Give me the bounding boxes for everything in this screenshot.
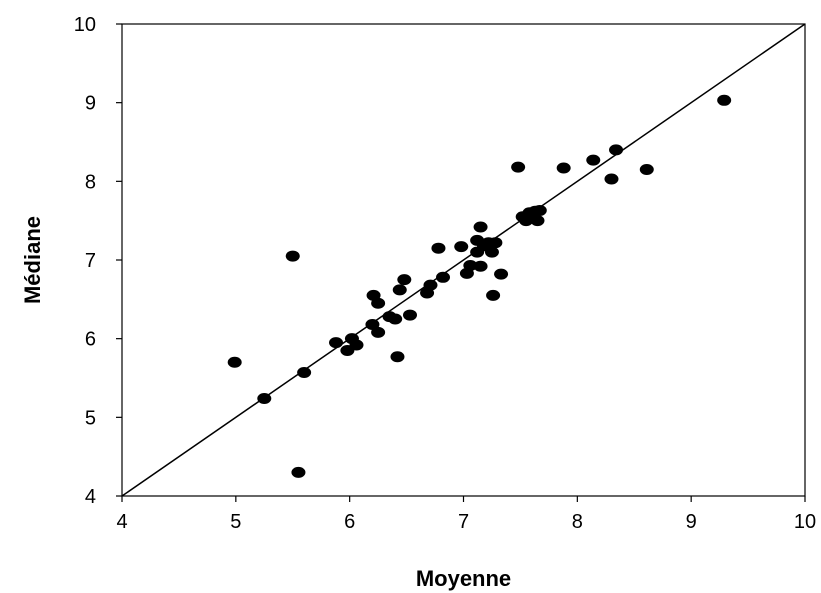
data-point xyxy=(291,466,306,478)
x-tick-label: 6 xyxy=(344,511,355,533)
data-points xyxy=(227,94,732,478)
y-tick-label: 9 xyxy=(85,93,96,115)
y-axis: 4 5 6 7 8 9 10 xyxy=(74,14,122,508)
x-tick-label: 4 xyxy=(116,511,127,533)
y-tick-label: 5 xyxy=(85,407,96,429)
data-point xyxy=(532,204,547,216)
data-point xyxy=(604,173,619,185)
data-point xyxy=(257,392,272,404)
y-tick-label: 8 xyxy=(85,171,96,193)
data-point xyxy=(494,268,509,280)
data-point xyxy=(285,250,300,262)
data-point xyxy=(511,161,526,173)
x-tick-label: 9 xyxy=(686,511,697,533)
data-point xyxy=(371,326,386,338)
data-point xyxy=(431,242,446,254)
data-point xyxy=(586,154,601,166)
data-point xyxy=(639,164,654,176)
x-axis-title: Moyenne xyxy=(416,566,511,591)
data-point xyxy=(388,313,403,325)
data-point xyxy=(717,94,732,106)
data-point xyxy=(390,351,405,363)
y-axis-title: Médiane xyxy=(20,216,45,304)
data-point xyxy=(473,221,488,233)
x-tick-label: 7 xyxy=(458,511,469,533)
x-tick-label: 8 xyxy=(572,511,583,533)
data-point xyxy=(423,279,438,291)
data-point xyxy=(609,144,624,156)
data-point xyxy=(329,337,344,349)
y-tick-label: 4 xyxy=(85,486,96,508)
data-point xyxy=(227,356,242,368)
data-point xyxy=(484,246,499,258)
data-point xyxy=(397,274,412,286)
x-axis: 4 5 6 7 8 9 10 xyxy=(116,496,816,533)
identity-reference-line xyxy=(121,23,806,497)
data-point xyxy=(436,271,451,283)
data-point xyxy=(463,260,478,272)
data-point xyxy=(392,284,407,296)
x-tick-label: 10 xyxy=(794,511,816,533)
data-point xyxy=(297,366,312,378)
data-point xyxy=(349,339,364,351)
data-point xyxy=(402,309,417,321)
data-point xyxy=(454,241,469,253)
y-tick-label: 7 xyxy=(85,250,96,272)
data-point xyxy=(488,237,503,249)
data-point xyxy=(371,297,386,309)
data-point xyxy=(556,162,571,174)
data-point xyxy=(486,289,501,301)
y-tick-label: 6 xyxy=(85,329,96,351)
x-tick-label: 5 xyxy=(230,511,241,533)
y-tick-label: 10 xyxy=(74,14,96,36)
data-point xyxy=(530,215,545,227)
data-point xyxy=(473,260,488,272)
